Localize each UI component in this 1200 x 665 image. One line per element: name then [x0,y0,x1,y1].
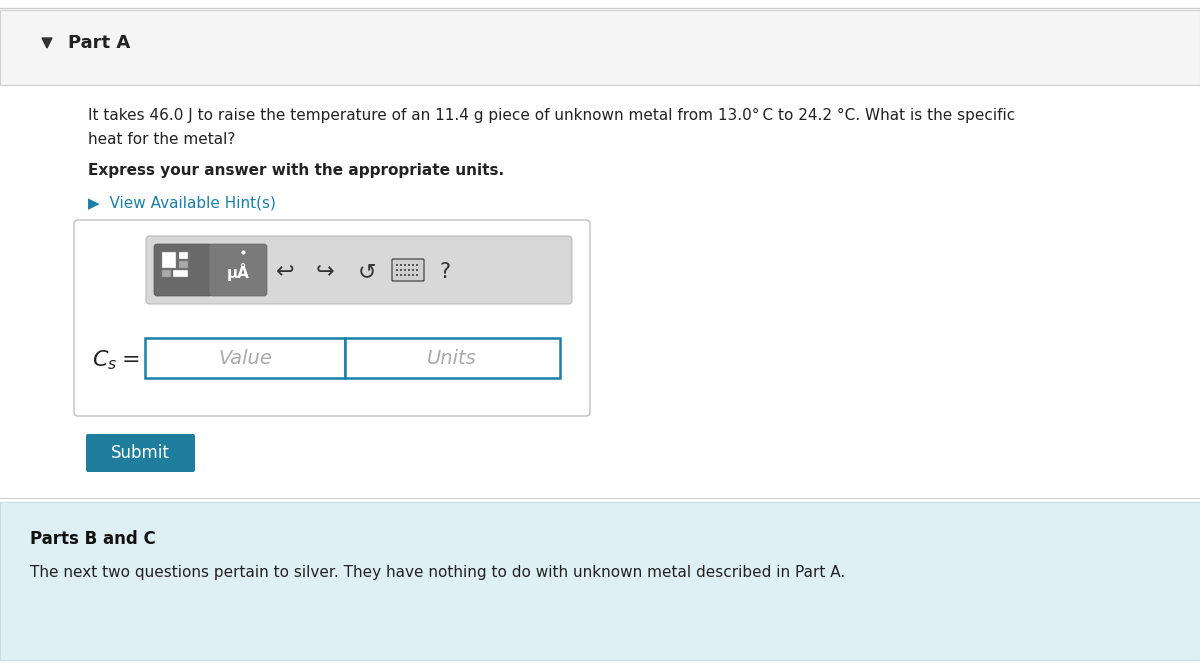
Bar [412,264,414,266]
Bar [179,261,188,268]
Bar [162,270,172,277]
Text: $C_s$: $C_s$ [92,348,118,372]
Bar [416,274,418,276]
Text: Submit: Submit [110,444,169,462]
Bar [162,252,176,268]
Bar [404,269,406,271]
Text: Parts B and C: Parts B and C [30,530,156,548]
Bar [396,269,398,271]
Text: Part A: Part A [68,34,131,52]
Bar [412,269,414,271]
Text: Value: Value [218,348,272,368]
FancyBboxPatch shape [146,236,572,304]
Text: ?: ? [439,262,450,282]
Text: ↪: ↪ [316,262,335,282]
Bar [0,10,1200,85]
Text: heat for the metal?: heat for the metal? [88,132,235,147]
Bar [396,264,398,266]
Text: It takes 46.0 J to raise the temperature of an 11.4 g piece of unknown metal fro: It takes 46.0 J to raise the temperature… [88,108,1015,123]
Text: The next two questions pertain to silver. They have nothing to do with unknown m: The next two questions pertain to silver… [30,565,845,580]
Bar [179,252,188,259]
Bar [404,274,406,276]
Bar [400,269,402,271]
Text: Units: Units [427,348,476,368]
FancyBboxPatch shape [209,244,266,296]
Bar [408,264,410,266]
FancyBboxPatch shape [74,220,590,416]
FancyBboxPatch shape [86,434,194,472]
Bar [400,274,402,276]
Bar [400,264,402,266]
Bar [145,338,346,378]
Text: ↩: ↩ [276,262,294,282]
Bar [408,269,410,271]
Bar [396,274,398,276]
Text: ↺: ↺ [358,262,377,282]
Text: Express your answer with the appropriate units.: Express your answer with the appropriate… [88,163,504,178]
Bar [173,270,188,277]
Text: μÅ: μÅ [227,263,250,281]
Text: ▶  View Available Hint(s): ▶ View Available Hint(s) [88,196,276,211]
Bar [416,269,418,271]
Text: =: = [122,350,140,370]
Bar [408,274,410,276]
Bar [346,338,560,378]
FancyBboxPatch shape [392,259,424,281]
FancyBboxPatch shape [154,244,212,296]
Bar [404,264,406,266]
Bar [416,264,418,266]
Bar [0,502,1200,660]
Polygon shape [42,38,52,48]
Bar [412,274,414,276]
